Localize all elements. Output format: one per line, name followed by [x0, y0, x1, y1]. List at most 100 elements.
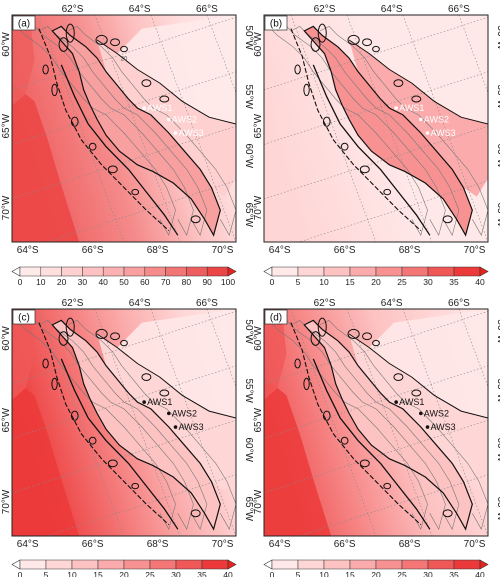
station-label: AWS3 [431, 422, 456, 432]
colorbar-tick-label: 80 [182, 277, 192, 287]
channel-coast [312, 64, 431, 236]
latitude-label: 66°S [82, 245, 104, 256]
station-marker [425, 425, 430, 429]
island-outline [58, 331, 69, 346]
contour-line [319, 26, 488, 236]
latitude-label: 64°S [129, 4, 151, 15]
island-outline [51, 377, 58, 391]
longitude-label: 55°W [495, 84, 500, 109]
latitude-label: 62°S [62, 4, 84, 15]
ice-shelf-front [348, 333, 488, 419]
parallel-line [12, 16, 236, 91]
colorbar-tick-label: 25 [397, 277, 407, 287]
island-outline [442, 215, 453, 224]
latitude-label: 64°S [381, 298, 403, 309]
station-marker [419, 411, 423, 416]
island-outline [322, 116, 331, 127]
coastline [303, 25, 473, 237]
island-outline [294, 64, 301, 75]
contour-label: 20 [121, 56, 128, 62]
colorbar-tick-label: 10 [36, 277, 46, 287]
parallel-line [12, 365, 236, 439]
colorbar-segment [271, 266, 299, 277]
island-outline [322, 410, 331, 421]
longitude-label: 65°W [253, 113, 264, 138]
station-marker [394, 106, 398, 110]
island-outline [70, 410, 79, 421]
colorbar-tick-label: 20 [119, 570, 129, 577]
colorbar-segment [201, 559, 229, 570]
colorbar-tick-label: 10 [67, 570, 77, 577]
latitude-label: 66°S [82, 539, 104, 550]
latitude-label: 64°S [17, 245, 39, 256]
longitude-label: 50°W [495, 319, 500, 344]
latitude-label: 66°S [448, 4, 470, 15]
colorbar-segment [453, 559, 481, 570]
colorbar-tick-label: 0 [18, 277, 23, 287]
island-outline [442, 509, 453, 518]
island-outline [95, 328, 108, 340]
latitude-label: 66°S [196, 4, 218, 15]
contour-line [12, 25, 176, 236]
island-outline [359, 459, 370, 468]
parallel-line [298, 180, 488, 242]
colorbar-tick-label: 20 [371, 570, 381, 577]
longitude-label: 50°W [243, 25, 254, 50]
longitude-label: 60°W [253, 326, 264, 351]
station-marker [142, 400, 146, 404]
colorbar-segment [40, 266, 62, 277]
longitude-label: 70°W [253, 489, 264, 514]
station-label: AWS1 [399, 397, 424, 407]
longitude-label: 65°W [495, 496, 500, 521]
latitude-label: 62°S [314, 4, 336, 15]
longitude-label: 60°W [1, 32, 12, 57]
island-outline [303, 83, 310, 97]
island-outline [141, 373, 152, 382]
longitude-label: 70°W [253, 195, 264, 220]
colorbar-tick-label: 30 [171, 570, 181, 577]
colorbar-segment [71, 559, 99, 570]
parallel-line [298, 474, 488, 536]
station-marker [142, 106, 146, 110]
colorbar-segment [323, 266, 351, 277]
contour-line [38, 26, 208, 236]
map-panels: 20 AWS1 AWS2 AWS3 (a) 62°S 64°S 66°S 64°S 66°S 68°… [1, 4, 500, 577]
island-outline [65, 317, 75, 337]
longitude-label: 70°W [1, 489, 12, 514]
panel-frame [263, 14, 489, 243]
island-outline [159, 95, 170, 103]
parallel-line [12, 419, 236, 494]
colorbar-tick-label: 25 [397, 570, 407, 577]
panel-label: (a) [18, 19, 30, 30]
colorbar-tick-label: 90 [202, 277, 212, 287]
contour-line [67, 26, 236, 236]
channel-coast [60, 358, 179, 530]
colorbar-segment [453, 266, 481, 277]
longitude-label: 60°W [495, 437, 500, 462]
colorbar-extend-right [479, 559, 489, 570]
island-outline [131, 482, 140, 490]
latitude-label: 68°S [399, 539, 421, 550]
coastline [51, 25, 221, 237]
colorbar-tick-label: 50 [119, 277, 129, 287]
latitude-label: 64°S [129, 298, 151, 309]
longitude-label: 55°W [495, 378, 500, 403]
panel-frame [263, 308, 489, 537]
island-outline [340, 142, 349, 151]
contour-line [264, 319, 428, 530]
peninsula-land [52, 320, 221, 530]
colorbar-tick-label: 60 [140, 277, 150, 287]
parallel-line [264, 16, 488, 91]
longitude-label: 50°W [495, 25, 500, 50]
longitude-label: 65°W [495, 202, 500, 227]
longitude-label: 65°W [1, 113, 12, 138]
contour-line [67, 320, 236, 530]
island-outline [51, 83, 58, 97]
latitude-label: 64°S [17, 539, 39, 550]
colorbar-tick-label: 15 [93, 570, 103, 577]
station-label: AWS2 [424, 114, 449, 124]
colorbar-segment [297, 559, 325, 570]
colorbar-tick-label: 35 [197, 570, 207, 577]
